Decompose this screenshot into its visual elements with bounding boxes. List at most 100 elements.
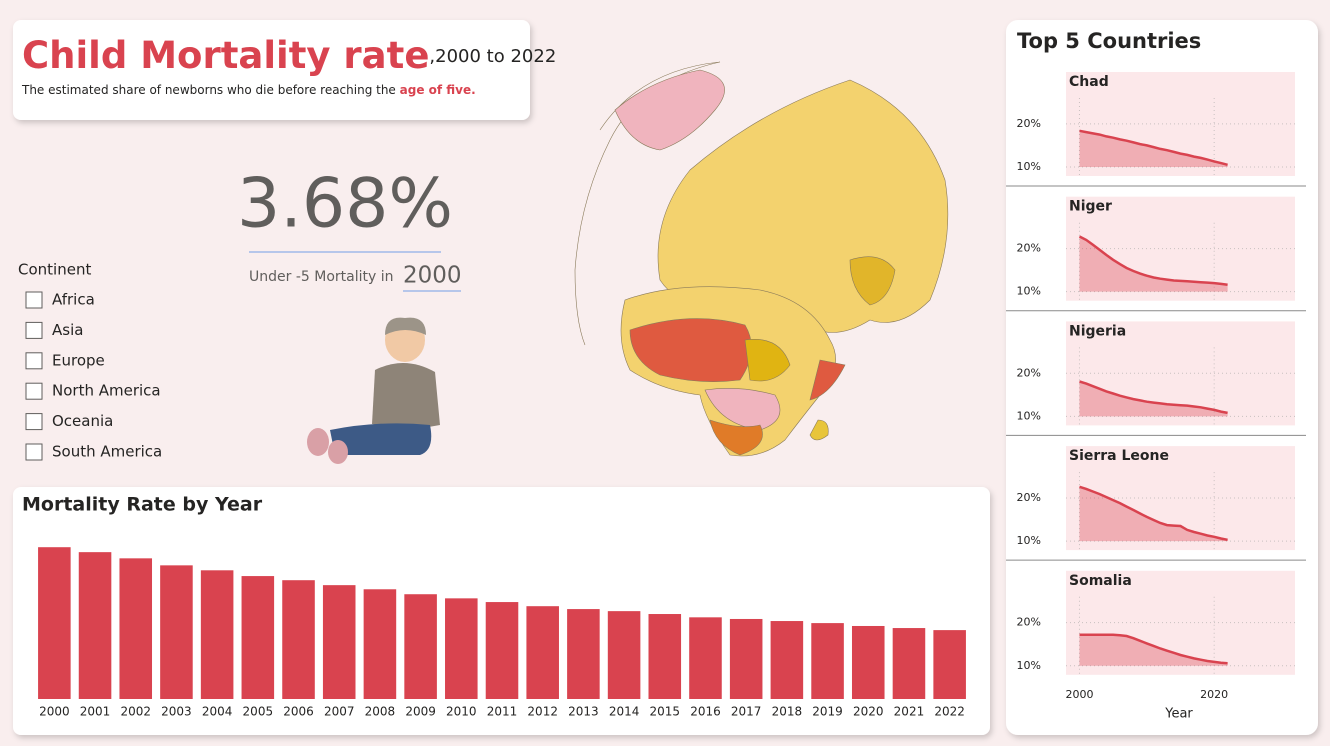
bar[interactable] [445, 598, 478, 699]
bar[interactable] [282, 580, 315, 699]
line [1079, 129, 1228, 167]
map-greenland [614, 69, 725, 151]
bar[interactable] [811, 623, 844, 699]
line [1079, 485, 1228, 542]
line [1079, 380, 1228, 415]
kpi-value: 3.68% [237, 165, 453, 244]
bar[interactable] [770, 621, 804, 699]
bar[interactable] [119, 558, 153, 699]
slicer-title: Continent [18, 261, 91, 279]
x-tick-label: 2011 [487, 705, 518, 719]
slicer-option[interactable]: Oceania [52, 412, 113, 430]
x-tick-label: 2004 [202, 705, 233, 719]
x-tick-label: 2000 [39, 705, 70, 719]
kpi-year[interactable]: 2000 [403, 263, 462, 289]
bar[interactable] [200, 570, 234, 699]
bar[interactable] [322, 585, 356, 699]
y-tick-label: 10% [1017, 285, 1041, 298]
bar[interactable] [404, 594, 437, 699]
map-south-africa [709, 419, 763, 456]
bar-chart-title: Mortality Rate by Year [22, 494, 263, 516]
area [1079, 130, 1228, 167]
bar[interactable] [38, 547, 71, 699]
slicer-option[interactable]: Asia [52, 321, 83, 339]
map-central [744, 338, 791, 382]
x-tick-label: 2001 [80, 705, 111, 719]
slicer-option[interactable]: North America [52, 382, 161, 400]
x-tick-label: 2007 [324, 705, 355, 719]
header-card [13, 20, 530, 120]
slicer-option[interactable]: South America [52, 443, 162, 461]
checkbox[interactable] [25, 413, 43, 431]
slicer-option[interactable]: Europe [52, 351, 105, 369]
map-sahel [629, 318, 752, 382]
description: The estimated share of newborns who die … [21, 83, 476, 97]
bar[interactable] [567, 609, 600, 699]
kpi-label: Under -5 Mortality in [249, 269, 393, 285]
bar[interactable] [485, 602, 519, 699]
checkbox[interactable] [25, 291, 43, 309]
map-south-asia [849, 256, 896, 306]
y-tick-label: 10% [1017, 160, 1041, 173]
top5-title: Top 5 Countries [1017, 29, 1201, 53]
bar[interactable] [607, 611, 641, 699]
baby-image [307, 317, 440, 464]
x-tick-label: 2002 [120, 705, 151, 719]
bar[interactable] [851, 625, 885, 699]
series-name: Nigeria [1069, 323, 1126, 339]
slicer: Africa Asia Europe North America Oceania Sout… [25, 291, 162, 461]
map-madagascar [809, 419, 829, 441]
checkbox[interactable] [25, 352, 43, 370]
checkbox[interactable] [25, 382, 43, 400]
bar[interactable] [160, 565, 193, 699]
panel-background [1066, 72, 1295, 176]
y-tick-label: 20% [1017, 242, 1041, 255]
x-tick-label: 2020 [853, 705, 884, 719]
panel-background [1066, 570, 1295, 675]
bar[interactable] [892, 628, 926, 699]
map [574, 61, 949, 457]
x-tick-label: 2003 [161, 705, 192, 719]
x-tick-label: 2006 [283, 705, 314, 719]
map-congo [704, 388, 781, 431]
bar[interactable] [689, 617, 722, 699]
title-suffix: ,2000 to 2022 [429, 46, 556, 67]
series-name: Sierra Leone [1069, 448, 1169, 464]
bar[interactable] [648, 614, 682, 699]
x-tick-label: 2000 [1065, 688, 1093, 701]
x-tick-label: 2016 [690, 705, 721, 719]
area [1079, 381, 1228, 417]
title: Child Mortality rate,2000 to 2022 [22, 34, 556, 77]
y-tick-label: 20% [1017, 366, 1041, 379]
line [1078, 235, 1228, 287]
y-tick-label: 10% [1017, 534, 1041, 547]
x-tick-label: 2005 [243, 705, 274, 719]
bar[interactable] [526, 606, 559, 699]
y-tick-label: 20% [1017, 491, 1041, 504]
x-tick-label: 2019 [812, 705, 843, 719]
x-tick-label: 2013 [568, 705, 599, 719]
panel-background [1066, 446, 1295, 551]
title-main: Child Mortality rate [22, 34, 429, 77]
bar[interactable] [729, 618, 763, 699]
series-name: Chad [1069, 74, 1109, 90]
x-tick-label: 2017 [731, 705, 762, 719]
series-name: Somalia [1069, 573, 1132, 589]
checkbox[interactable] [25, 321, 43, 339]
bar[interactable] [78, 552, 112, 699]
bar[interactable] [363, 589, 397, 699]
y-tick-label: 10% [1017, 409, 1041, 422]
slicer-option[interactable]: Africa [52, 291, 95, 309]
panel-background [1066, 196, 1295, 301]
checkbox[interactable] [25, 443, 43, 461]
x-tick-label: 2014 [609, 705, 640, 719]
area [1079, 236, 1228, 292]
description-emphasis: age of five. [400, 83, 476, 97]
x-tick-label: 2020 [1200, 688, 1228, 701]
bar[interactable] [933, 630, 966, 699]
bar[interactable] [241, 576, 275, 699]
description-text: The estimated share of newborns who die … [21, 83, 400, 97]
area [1079, 486, 1228, 542]
